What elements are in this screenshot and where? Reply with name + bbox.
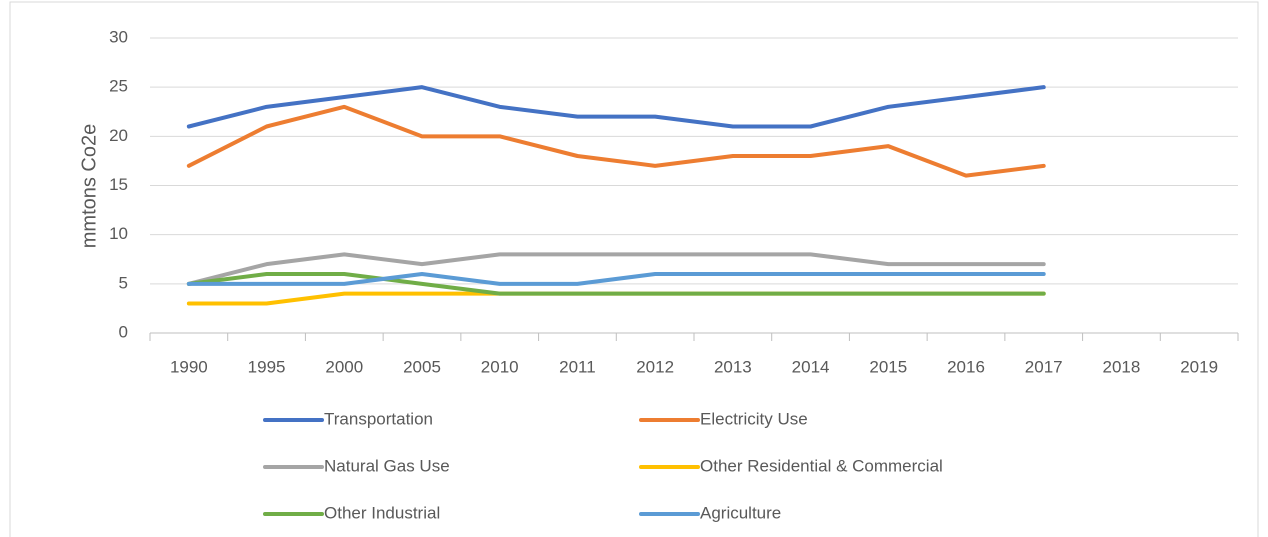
legend-label: Transportation (324, 409, 433, 428)
x-tick-label: 2005 (403, 357, 441, 376)
series-line (186, 272, 1046, 296)
x-tick-label: 2012 (636, 357, 674, 376)
x-tick-label: 2015 (869, 357, 907, 376)
series-line (186, 272, 1046, 286)
y-tick-label: 5 (119, 273, 128, 292)
x-tick-label: 2014 (792, 357, 830, 376)
x-tick-label: 1995 (248, 357, 286, 376)
legend-label: Electricity Use (700, 409, 808, 428)
x-tick-label: 2013 (714, 357, 752, 376)
legend-label: Other Residential & Commercial (700, 456, 943, 475)
x-tick-label: 2011 (559, 357, 596, 376)
y-tick-label: 0 (119, 322, 128, 341)
legend-label: Other Industrial (324, 503, 440, 522)
x-tick-label: 2017 (1025, 357, 1063, 376)
y-tick-label: 25 (109, 77, 128, 96)
legend-label: Agriculture (700, 503, 781, 522)
y-axis-label: mmtons Co2e (78, 124, 100, 249)
x-tick-label: 2010 (481, 357, 519, 376)
legend-label: Natural Gas Use (324, 456, 450, 475)
x-tick-label: 2000 (325, 357, 363, 376)
x-tick-label: 2019 (1180, 357, 1218, 376)
x-tick-label: 2018 (1103, 357, 1141, 376)
chart-border (9, 1, 1259, 537)
y-tick-label: 10 (109, 224, 128, 243)
series-line (186, 85, 1046, 129)
y-tick-label: 15 (109, 175, 128, 194)
x-tick-label: 2016 (947, 357, 985, 376)
series-line (186, 252, 1046, 286)
x-tick-label: 1990 (170, 357, 208, 376)
y-tick-label: 20 (109, 126, 128, 145)
series-line (186, 104, 1046, 178)
y-tick-label: 30 (109, 27, 128, 46)
